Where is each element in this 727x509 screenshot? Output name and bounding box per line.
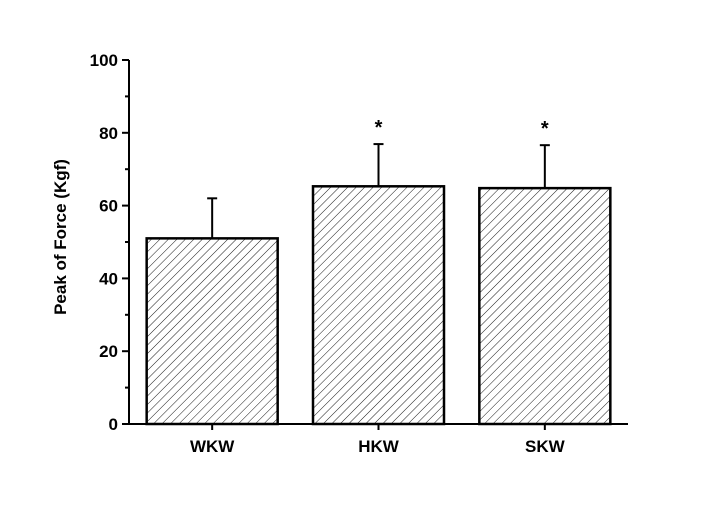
bar-hkw [311,185,446,426]
y-tick-label: 80 [99,124,118,143]
x-axis-labels: WKW HKW SKW [190,424,566,456]
y-axis-ticks: 0 20 40 60 80 100 [90,51,129,434]
bar-skw [478,186,612,426]
significance-mark: * [375,117,383,139]
bar-wkw [145,237,279,426]
bars [145,185,612,426]
x-tick-label: SKW [525,437,566,456]
error-bars [207,143,550,239]
y-axis-title: Peak of Force (Kgf) [51,159,70,315]
y-tick-label: 40 [99,269,118,288]
y-tick-label: 100 [90,51,118,70]
significance-marks: * * [375,117,549,140]
y-tick-label: 20 [99,342,118,361]
x-tick-label: HKW [358,437,400,456]
x-tick-label: WKW [190,437,235,456]
significance-mark: * [541,118,549,140]
y-tick-label: 0 [109,415,118,434]
y-tick-label: 60 [99,197,118,216]
